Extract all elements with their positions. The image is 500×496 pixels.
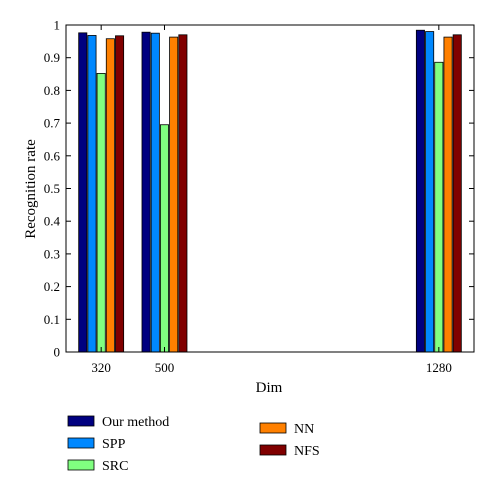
x-axis-label: Dim [256, 380, 283, 396]
y-tick-label: 0.5 [44, 181, 60, 196]
bar-our-method-320 [78, 32, 88, 353]
y-tick-label: 0.6 [44, 148, 61, 163]
legend-label-nfs: NFS [294, 444, 320, 459]
bar-src-1280 [434, 61, 444, 353]
x-tick-label: 1280 [426, 360, 452, 375]
legend-swatch-nn [259, 422, 287, 434]
x-axis: 320 500 1280 [91, 25, 452, 375]
bar-nfs-320 [115, 35, 125, 353]
legend-swatch-nfs [259, 444, 287, 456]
bar-our-method-1280 [415, 29, 425, 353]
bar-nfs-1280 [452, 34, 462, 353]
bar-nn-500 [169, 36, 179, 353]
x-tick-label: 320 [91, 360, 111, 375]
legend: Our method SPP SRC NN NFS [67, 415, 320, 474]
legend-label-our-method: Our method [102, 415, 169, 430]
y-tick-label: 0 [54, 345, 61, 360]
legend-swatch-spp [67, 437, 95, 449]
plot-frame [65, 24, 475, 353]
y-axis: 0 0.1 0.2 0.3 0.4 0.5 0.6 0.7 0.8 0.9 1 [44, 18, 474, 360]
y-tick-label: 0.9 [44, 50, 60, 65]
y-tick-label: 0.2 [44, 279, 60, 294]
bar-spp-500 [150, 32, 160, 353]
bar-src-500 [159, 124, 169, 353]
legend-label-spp: SPP [102, 437, 126, 452]
legend-swatch-src [67, 459, 95, 471]
bar-spp-1280 [425, 31, 435, 353]
bars-layer [78, 29, 462, 353]
legend-swatch-our-method [67, 415, 95, 427]
y-tick-label: 0.8 [44, 83, 60, 98]
bar-nn-320 [105, 38, 115, 353]
y-tick-label: 0.3 [44, 246, 60, 261]
y-axis-label: Recognition rate [23, 139, 39, 239]
x-tick-label: 500 [155, 360, 175, 375]
y-tick-label: 0.4 [44, 214, 61, 229]
y-tick-label: 0.7 [44, 116, 61, 131]
y-tick-label: 0.1 [44, 312, 60, 327]
legend-label-src: SRC [102, 459, 128, 474]
bar-nn-1280 [443, 36, 453, 353]
bar-src-320 [96, 73, 106, 353]
bar-nfs-500 [178, 34, 188, 353]
y-tick-label: 1 [54, 18, 61, 33]
legend-label-nn: NN [294, 422, 314, 437]
bar-our-method-500 [141, 31, 151, 353]
bar-spp-320 [87, 35, 97, 353]
